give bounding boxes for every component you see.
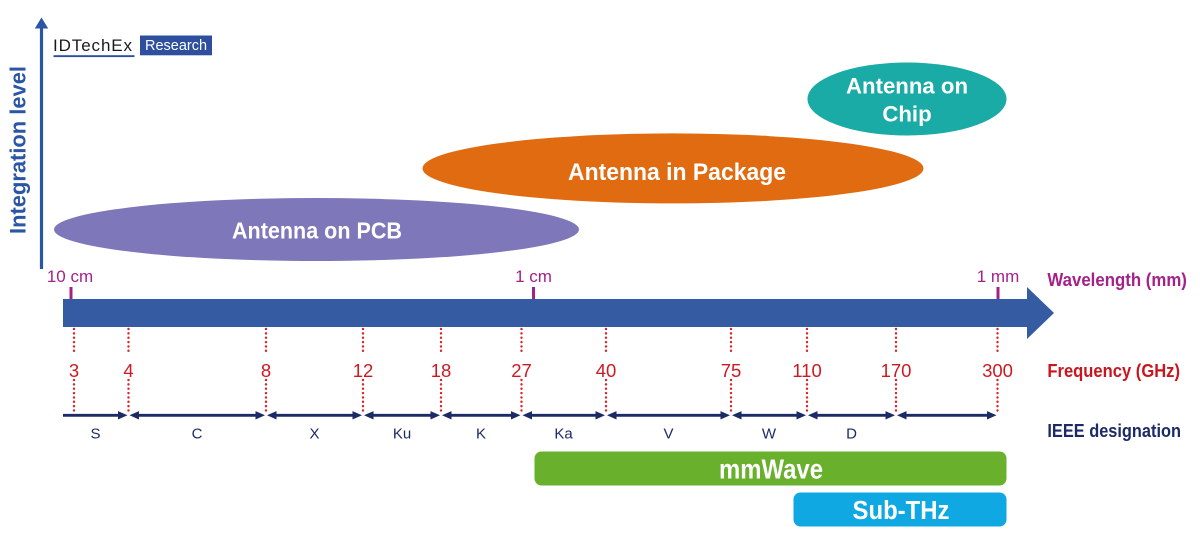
svg-text:Antenna on PCB: Antenna on PCB: [232, 218, 402, 244]
svg-text:S: S: [90, 426, 100, 443]
svg-text:8: 8: [261, 360, 271, 381]
svg-text:170: 170: [881, 360, 912, 381]
svg-text:Ku: Ku: [393, 426, 411, 443]
svg-text:Research: Research: [145, 38, 207, 54]
svg-text:Antenna on: Antenna on: [846, 74, 968, 99]
svg-text:Antenna in Package: Antenna in Package: [568, 159, 786, 186]
svg-text:V: V: [663, 426, 673, 443]
svg-text:Ka: Ka: [554, 426, 573, 443]
svg-text:18: 18: [431, 360, 452, 381]
svg-text:12: 12: [353, 360, 374, 381]
svg-text:IEEE designation: IEEE designation: [1047, 421, 1181, 441]
svg-text:Frequency (GHz): Frequency (GHz): [1047, 361, 1180, 381]
svg-text:300: 300: [982, 360, 1013, 381]
svg-text:Sub-THz: Sub-THz: [853, 497, 950, 525]
svg-text:110: 110: [792, 360, 822, 381]
svg-text:40: 40: [596, 360, 617, 381]
svg-text:X: X: [309, 426, 319, 443]
svg-text:1 cm: 1 cm: [515, 267, 552, 286]
svg-text:27: 27: [511, 360, 532, 381]
svg-text:C: C: [192, 426, 203, 443]
svg-text:4: 4: [123, 360, 133, 381]
svg-text:W: W: [762, 426, 777, 443]
svg-text:Wavelength (mm): Wavelength (mm): [1047, 269, 1187, 290]
svg-text:D: D: [846, 426, 857, 443]
svg-text:IDTechEx: IDTechEx: [53, 36, 133, 55]
svg-text:3: 3: [69, 360, 79, 381]
svg-text:mmWave: mmWave: [719, 454, 823, 485]
svg-text:75: 75: [721, 360, 742, 381]
svg-text:Integration level: Integration level: [6, 66, 31, 234]
svg-text:Chip: Chip: [882, 102, 931, 127]
svg-text:10 cm: 10 cm: [47, 267, 93, 286]
svg-text:1 mm: 1 mm: [977, 267, 1020, 286]
svg-text:K: K: [476, 426, 486, 443]
